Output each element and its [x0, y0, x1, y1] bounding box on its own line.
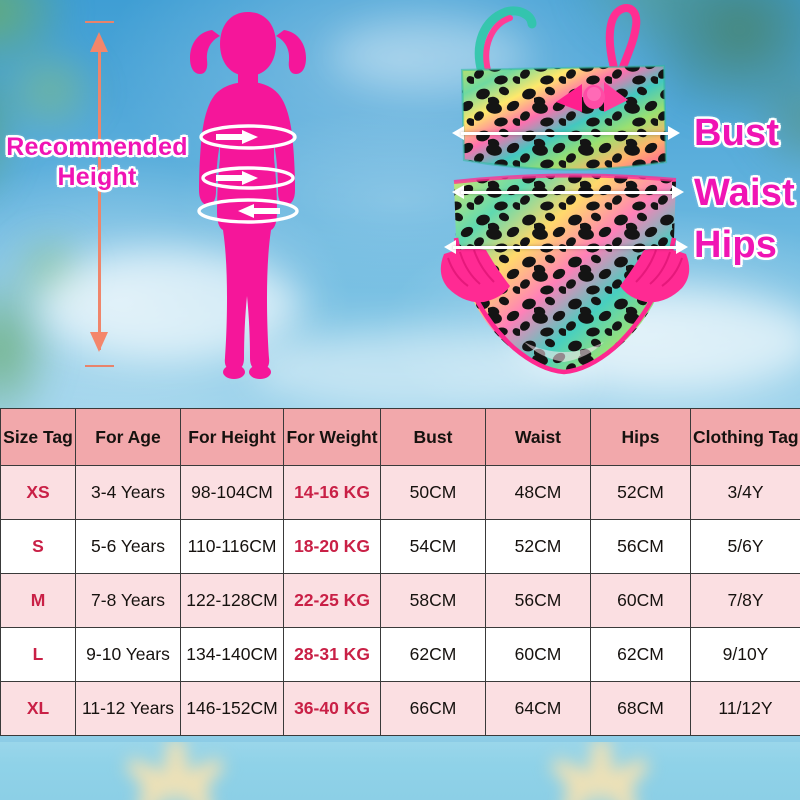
column-header-for-age: For Age: [75, 408, 181, 466]
cell-hips: 52CM: [590, 465, 691, 520]
arrow-shaft: [98, 38, 101, 350]
starfish-icon: [535, 742, 665, 800]
cell-size-tag: XS: [0, 465, 76, 520]
waist-measure-arrow-icon: [452, 185, 684, 199]
cell-waist: 60CM: [485, 627, 591, 682]
cell-clothing-tag: 3/4Y: [690, 465, 800, 520]
cell-for-height: 98-104CM: [180, 465, 284, 520]
cell-clothing-tag: 7/8Y: [690, 573, 800, 628]
cell-for-height: 122-128CM: [180, 573, 284, 628]
cell-clothing-tag: 5/6Y: [690, 519, 800, 574]
cell-for-weight: 36-40 KG: [283, 681, 381, 736]
arrow-head-left: [444, 240, 456, 254]
cell-bust: 58CM: [380, 573, 486, 628]
column-header-waist: Waist: [485, 408, 591, 466]
cell-size-tag: S: [0, 519, 76, 574]
arrow-head-up: [90, 32, 108, 52]
cell-waist: 52CM: [485, 519, 591, 574]
cell-for-age: 9-10 Years: [75, 627, 181, 682]
height-tick-top: [85, 21, 114, 23]
vertical-double-arrow-icon: [82, 14, 116, 374]
column-header-size-tag: Size Tag: [0, 408, 76, 466]
cell-hips: 62CM: [590, 627, 691, 682]
cell-for-age: 3-4 Years: [75, 465, 181, 520]
arrow-shaft: [461, 191, 675, 194]
beach-strip: [0, 742, 800, 800]
cell-for-weight: 28-31 KG: [283, 627, 381, 682]
cell-for-age: 7-8 Years: [75, 573, 181, 628]
table-row: XL 11-12 Years 146-152CM 36-40 KG 66CM 6…: [0, 681, 800, 736]
column-header-for-weight: For Weight: [283, 408, 381, 466]
size-chart-table: Size Tag For Age For Height For Weight B…: [0, 408, 800, 736]
table-row: L 9-10 Years 134-140CM 28-31 KG 62CM 60C…: [0, 627, 800, 682]
height-tick-bottom: [85, 365, 114, 367]
arrow-head-left: [452, 185, 464, 199]
cell-hips: 68CM: [590, 681, 691, 736]
measure-ellipse-icon: [197, 198, 299, 224]
cell-bust: 62CM: [380, 627, 486, 682]
cell-waist: 56CM: [485, 573, 591, 628]
arrow-head-right: [672, 185, 684, 199]
cell-for-weight: 18-20 KG: [283, 519, 381, 574]
arrow-head-right: [676, 240, 688, 254]
table-row: M 7-8 Years 122-128CM 22-25 KG 58CM 56CM…: [0, 573, 800, 628]
cell-bust: 50CM: [380, 465, 486, 520]
cell-for-height: 146-152CM: [180, 681, 284, 736]
column-header-clothing-tag: Clothing Tag: [690, 408, 800, 466]
leopard-bikini-image: [428, 2, 700, 380]
cell-hips: 56CM: [590, 519, 691, 574]
size-chart-table-container: Size Tag For Age For Height For Weight B…: [0, 408, 800, 736]
cell-hips: 60CM: [590, 573, 691, 628]
starfish-icon: [110, 742, 240, 800]
cell-clothing-tag: 11/12Y: [690, 681, 800, 736]
arrow-shaft: [453, 246, 679, 249]
arrow-head-down: [90, 332, 108, 352]
recommended-height-label: Recommended Height: [6, 133, 188, 191]
cell-for-height: 110-116CM: [180, 519, 284, 574]
bust-label: Bust: [694, 112, 780, 154]
table-header-row: Size Tag For Age For Height For Weight B…: [0, 408, 800, 466]
hips-label: Hips: [694, 224, 778, 266]
bust-measure-arrow-icon: [452, 126, 680, 140]
column-header-hips: Hips: [590, 408, 691, 466]
cell-size-tag: XL: [0, 681, 76, 736]
cell-bust: 54CM: [380, 519, 486, 574]
cell-clothing-tag: 9/10Y: [690, 627, 800, 682]
girl-silhouette-icon: [168, 6, 328, 386]
cell-for-height: 134-140CM: [180, 627, 284, 682]
cell-size-tag: L: [0, 627, 76, 682]
waist-label: Waist: [694, 172, 795, 214]
cell-size-tag: M: [0, 573, 76, 628]
measure-ellipse-icon: [199, 124, 297, 150]
arrow-head-right: [668, 126, 680, 140]
cell-waist: 64CM: [485, 681, 591, 736]
bow-icon: [556, 82, 628, 112]
hips-measure-arrow-icon: [444, 240, 688, 254]
cell-waist: 48CM: [485, 465, 591, 520]
cell-for-age: 11-12 Years: [75, 681, 181, 736]
cell-for-weight: 14-16 KG: [283, 465, 381, 520]
arrow-shaft: [461, 132, 671, 135]
table-row: XS 3-4 Years 98-104CM 14-16 KG 50CM 48CM…: [0, 465, 800, 520]
cell-for-weight: 22-25 KG: [283, 573, 381, 628]
column-header-for-height: For Height: [180, 408, 284, 466]
cell-for-age: 5-6 Years: [75, 519, 181, 574]
arrow-head-left: [452, 126, 464, 140]
column-header-bust: Bust: [380, 408, 486, 466]
measure-ellipse-icon: [201, 166, 295, 190]
table-row: S 5-6 Years 110-116CM 18-20 KG 54CM 52CM…: [0, 519, 800, 574]
cell-bust: 66CM: [380, 681, 486, 736]
